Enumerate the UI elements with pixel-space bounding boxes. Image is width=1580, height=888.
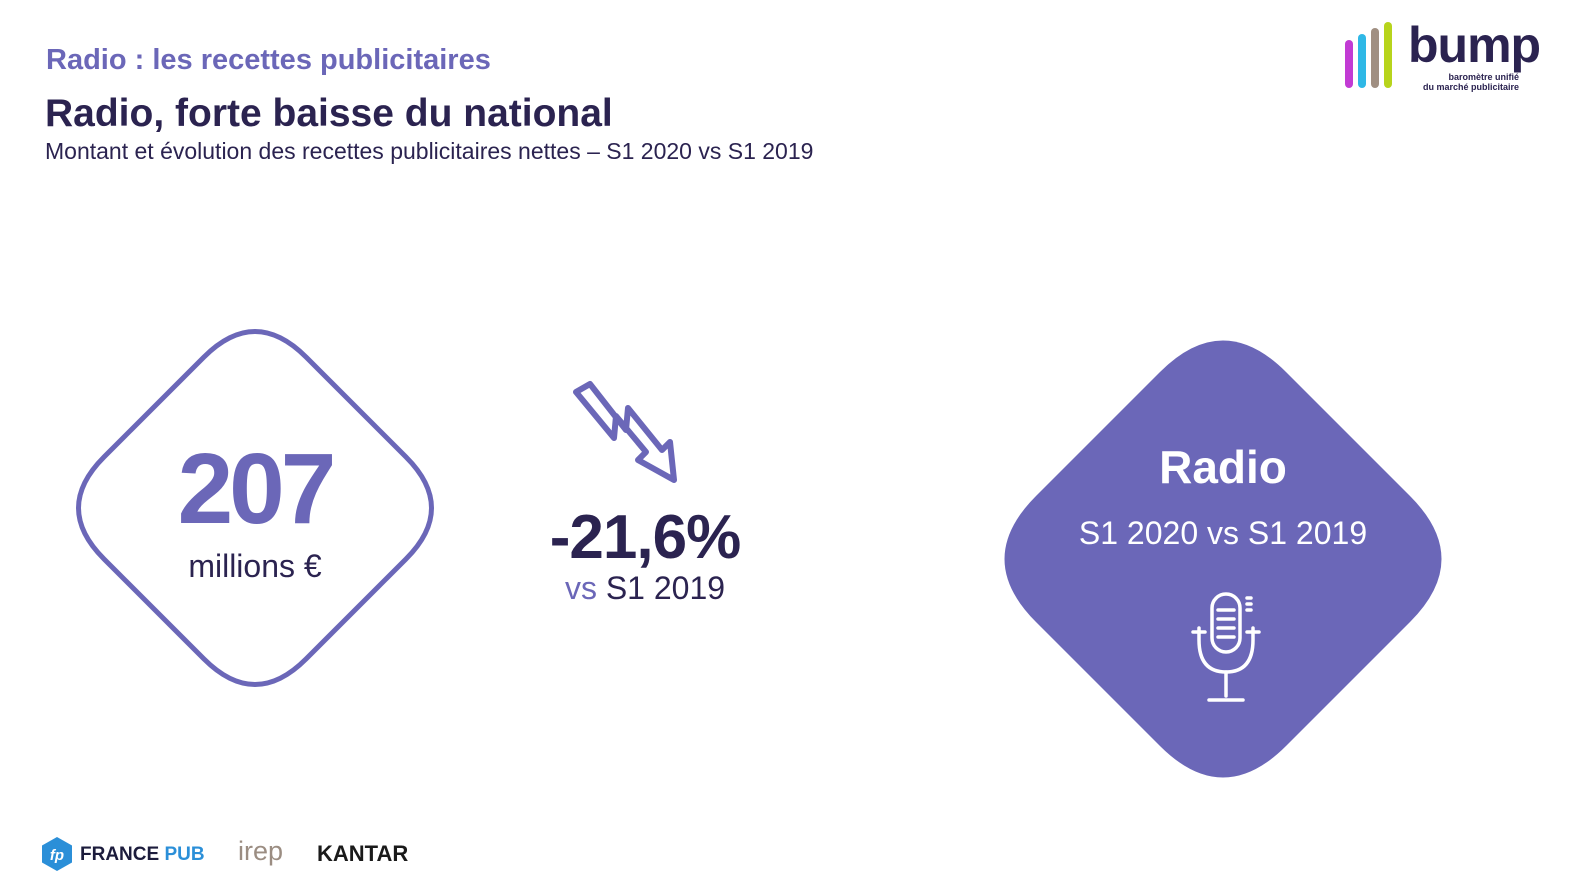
- change-percentage: -21,6%: [549, 503, 741, 572]
- slide-title: Radio, forte baisse du national: [45, 92, 613, 135]
- comparison-label: vs S1 2019: [520, 570, 770, 607]
- bump-wordmark: bump: [1408, 17, 1541, 73]
- bump-tagline: baromètre unifié du marché publicitaire: [1423, 72, 1519, 92]
- france-pub-suffix: PUB: [164, 844, 205, 865]
- bump-bars-icon: [1345, 22, 1392, 88]
- amount-unit: millions €: [188, 548, 322, 584]
- media-name: Radio: [1159, 441, 1287, 493]
- microphone-icon: [1191, 592, 1261, 702]
- bump-tagline-line1: baromètre unifié: [1448, 72, 1519, 82]
- france-pub-logo: FRANCE PUB: [80, 844, 205, 866]
- svg-text:fp: fp: [50, 847, 64, 864]
- france-pub-badge-icon: fp: [42, 837, 72, 871]
- slide-subtitle: Montant et évolution des recettes public…: [45, 138, 814, 164]
- bump-tagline-line2: du marché publicitaire: [1422, 82, 1519, 92]
- kantar-logo: KANTAR: [317, 841, 409, 866]
- comparison-period: S1 2019: [605, 570, 726, 606]
- comparison-prefix: vs: [564, 570, 597, 606]
- irep-logo: irep: [238, 836, 284, 866]
- media-period: S1 2020 vs S1 2019: [1078, 515, 1368, 551]
- media-diamond-card: [1004, 340, 1442, 778]
- section-kicker: Radio : les recettes publicitaires: [46, 44, 491, 76]
- france-pub-prefix: FRANCE: [80, 844, 160, 865]
- bump-logo: bump baromètre unifié du marché publicit…: [1344, 17, 1559, 97]
- amount-diamond-outline: [76, 329, 434, 687]
- partner-logos: fp FRANCE PUB irep KANTAR: [40, 836, 440, 872]
- trend-down-arrow-icon: [573, 381, 677, 483]
- amount-value: 207: [177, 433, 337, 545]
